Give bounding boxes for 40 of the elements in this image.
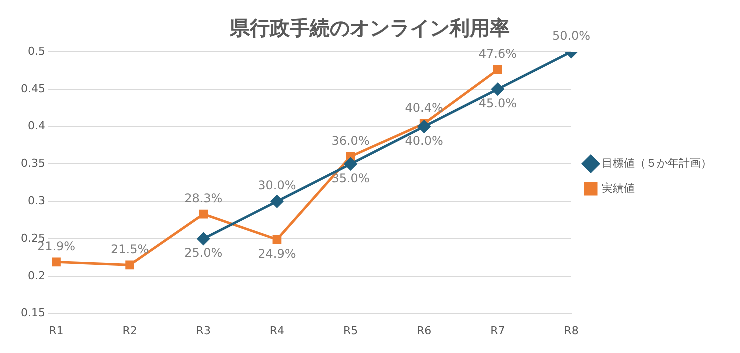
- data-label: 35.0%: [332, 171, 370, 186]
- x-tick-label: R1: [49, 324, 64, 338]
- y-tick-label: 0.3: [28, 194, 46, 208]
- y-tick-label: 0.45: [20, 82, 46, 96]
- point: [52, 258, 61, 267]
- point: [272, 235, 282, 244]
- data-label: 24.9%: [258, 246, 296, 261]
- data-label: 45.0%: [478, 96, 517, 111]
- data-label: 25.0%: [184, 246, 223, 260]
- point: [492, 83, 504, 96]
- x-tick-label: R4: [270, 324, 285, 338]
- point: [493, 66, 502, 74]
- x-tick-label: R2: [122, 324, 138, 338]
- point: [418, 120, 431, 134]
- data-label: 36.0%: [332, 134, 370, 148]
- data-label: 40.0%: [405, 134, 444, 148]
- data-label: 50.0%: [552, 29, 591, 44]
- data-label: 21.5%: [111, 242, 150, 256]
- y-tick-label: 0.5: [28, 44, 46, 58]
- data-label: 47.6%: [478, 47, 517, 62]
- point: [199, 210, 208, 219]
- point: [344, 158, 358, 170]
- x-tick-label: R6: [417, 324, 432, 338]
- y-tick-label: 0.35: [20, 157, 46, 170]
- data-label: 28.3%: [184, 191, 223, 206]
- chart-title: 県行政手続のオンライン利用率: [229, 16, 510, 40]
- data-label: 40.4%: [405, 100, 444, 115]
- point: [270, 195, 284, 208]
- x-tick-label: R5: [343, 324, 358, 338]
- legend-label: 実績値: [602, 182, 635, 195]
- x-tick-label: R3: [196, 324, 211, 338]
- y-tick-label: 0.15: [20, 306, 46, 320]
- point: [126, 260, 134, 270]
- x-tick-label: R7: [490, 324, 506, 338]
- x-tick-label: R8: [564, 324, 579, 338]
- y-tick-label: 0.2: [28, 269, 46, 282]
- point: [197, 232, 210, 246]
- legend-label: 目標値（５か年計画）: [602, 156, 712, 170]
- y-tick-label: 0.4: [28, 120, 46, 133]
- data-label: 30.0%: [258, 178, 296, 193]
